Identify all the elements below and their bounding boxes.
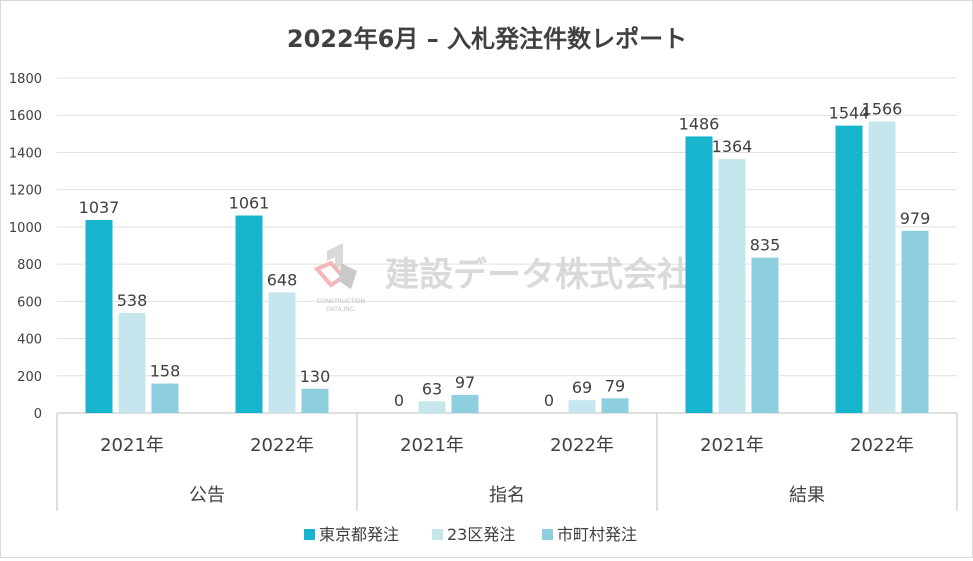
- data-label: 158: [150, 362, 181, 381]
- x-category-label: 2022年: [250, 435, 314, 456]
- bar: [85, 220, 113, 413]
- data-label: 1364: [712, 137, 753, 156]
- bar: [568, 400, 596, 413]
- data-label: 97: [455, 373, 475, 392]
- y-tick-label: 1000: [9, 221, 42, 236]
- data-label: 538: [117, 291, 148, 310]
- bar: [751, 257, 779, 413]
- data-label: 0: [394, 391, 404, 410]
- data-label: 1037: [79, 198, 120, 217]
- bar: [301, 388, 329, 413]
- x-group-label: 結果: [789, 485, 825, 506]
- chart-title: 2022年6月 – 入札発注件数レポート: [287, 25, 687, 53]
- y-tick-label: 1200: [9, 184, 42, 199]
- gridlines: [57, 77, 957, 414]
- data-label: 130: [300, 367, 331, 386]
- bar: [601, 398, 629, 413]
- watermark-logo-icon: [313, 243, 357, 289]
- y-tick-label: 1800: [9, 72, 42, 87]
- x-group-label: 指名: [489, 485, 525, 506]
- watermark: CONSTRUCTION DATA,INC. 建設データ株式会社: [313, 243, 691, 313]
- data-label: 79: [605, 376, 625, 395]
- y-tick-label: 800: [17, 258, 42, 273]
- data-label: 1061: [229, 194, 270, 213]
- bar: [268, 292, 296, 413]
- bar: [418, 401, 446, 413]
- bar: [151, 383, 179, 413]
- data-label: 0: [544, 391, 554, 410]
- bar: [868, 121, 896, 414]
- y-tick-label: 1600: [9, 109, 42, 124]
- legend-label: 東京都発注: [319, 525, 399, 544]
- legend-swatch: [542, 529, 553, 540]
- bar: [451, 394, 479, 413]
- watermark-logo-line-2: DATA,INC.: [326, 306, 356, 313]
- data-label: 979: [900, 209, 931, 228]
- legend-label: 市町村発注: [557, 525, 637, 544]
- x-category-label: 2021年: [700, 435, 764, 456]
- x-category-label: 2022年: [550, 435, 614, 456]
- data-label: 648: [267, 270, 298, 289]
- data-label: 1544: [829, 104, 870, 123]
- data-label: 835: [750, 236, 781, 255]
- legend-item: 23区発注: [432, 525, 515, 544]
- x-group-label: 公告: [189, 485, 225, 506]
- legend: 東京都発注 23区発注 市町村発注: [304, 525, 637, 544]
- y-tick-label: 400: [17, 333, 42, 348]
- x-category-label: 2021年: [100, 435, 164, 456]
- x-category-label: 2022年: [850, 435, 914, 456]
- legend-item: 市町村発注: [542, 525, 637, 544]
- bar: [718, 159, 746, 413]
- y-axis: 0 200 400 600 800 1000 1200 1400 1600 1800: [9, 72, 42, 422]
- legend-swatch: [432, 529, 443, 540]
- bar: [901, 230, 929, 413]
- y-tick-label: 0: [34, 407, 42, 422]
- legend-swatch: [304, 529, 315, 540]
- bar: [118, 312, 146, 413]
- data-label: 69: [572, 378, 592, 397]
- legend-item: 東京都発注: [304, 525, 399, 544]
- data-label: 1566: [862, 100, 903, 119]
- x-category-label: 2021年: [400, 435, 464, 456]
- data-label: 1486: [679, 114, 720, 133]
- y-tick-label: 1400: [9, 146, 42, 161]
- bar: [235, 215, 263, 413]
- y-tick-label: 200: [17, 370, 42, 385]
- y-tick-label: 600: [17, 295, 42, 310]
- data-labels: 1037 538 158 1061 648 130 0 63 97 0 69 79 1486 1364 83…: [79, 100, 931, 410]
- data-label: 63: [422, 379, 442, 398]
- legend-label: 23区発注: [447, 525, 515, 544]
- bar: [835, 125, 863, 414]
- watermark-company-name: 建設データ株式会社: [385, 255, 691, 295]
- bars: [85, 121, 929, 414]
- watermark-logo-line-1: CONSTRUCTION: [317, 298, 365, 305]
- bar: [685, 136, 713, 413]
